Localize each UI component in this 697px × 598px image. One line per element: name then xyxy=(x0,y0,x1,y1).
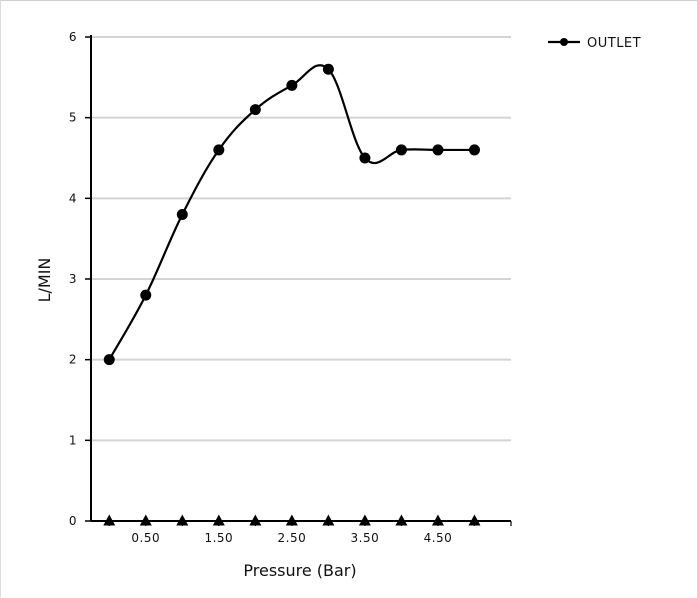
y-tick-label-6: 6 xyxy=(69,30,77,44)
series-outlet-point xyxy=(176,208,188,220)
legend-marker-outlet xyxy=(560,38,568,46)
y-axis-ticks: 0 1 2 3 4 5 6 xyxy=(69,30,91,528)
series-baseline-point xyxy=(249,514,262,526)
legend: OUTLET xyxy=(548,36,641,51)
series-group xyxy=(103,63,481,526)
series-baseline-point xyxy=(285,514,298,526)
series-outlet-point xyxy=(213,144,225,156)
series-baseline-point xyxy=(176,514,189,526)
series-outlet-point xyxy=(359,152,371,164)
grid-lines xyxy=(91,36,511,442)
series-baseline-point xyxy=(431,514,444,526)
series-baseline-point xyxy=(358,514,371,526)
y-tick-label-2: 2 xyxy=(69,353,77,367)
x-tick-label-2.5: 2.50 xyxy=(278,531,307,545)
series-outlet-line xyxy=(108,64,475,361)
series-outlet-point xyxy=(103,354,115,366)
series-baseline-point xyxy=(468,514,481,526)
y-tick-label-3: 3 xyxy=(69,272,77,286)
series-baseline-point xyxy=(322,514,335,526)
series-outlet-point xyxy=(322,63,334,75)
series-outlet-point xyxy=(249,104,261,116)
legend-label-outlet: OUTLET xyxy=(587,36,641,51)
x-axis-ticks: 0.50 1.50 2.50 3.50 4.50 xyxy=(108,521,512,545)
y-tick-label-4: 4 xyxy=(69,191,77,205)
x-tick-label-0.5: 0.50 xyxy=(131,531,160,545)
y-axis-title: L/MIN xyxy=(35,258,54,303)
series-outlet-point xyxy=(395,144,407,156)
x-tick-label-1.5: 1.50 xyxy=(204,531,233,545)
x-tick-label-3.5: 3.50 xyxy=(351,531,380,545)
y-tick-label-5: 5 xyxy=(69,111,77,125)
series-outlet-point xyxy=(286,79,298,91)
x-tick-label-4.5: 4.50 xyxy=(424,531,453,545)
series-baseline-point xyxy=(139,514,152,526)
y-tick-label-0: 0 xyxy=(69,514,77,528)
series-outlet-point xyxy=(432,144,444,156)
series-outlet-point xyxy=(468,144,480,156)
series-outlet-point xyxy=(140,289,152,301)
y-tick-label-1: 1 xyxy=(69,433,77,447)
series-baseline-point xyxy=(395,514,408,526)
x-axis-title: Pressure (Bar) xyxy=(243,561,356,580)
series-baseline-point xyxy=(103,514,116,526)
series-baseline-point xyxy=(212,514,225,526)
